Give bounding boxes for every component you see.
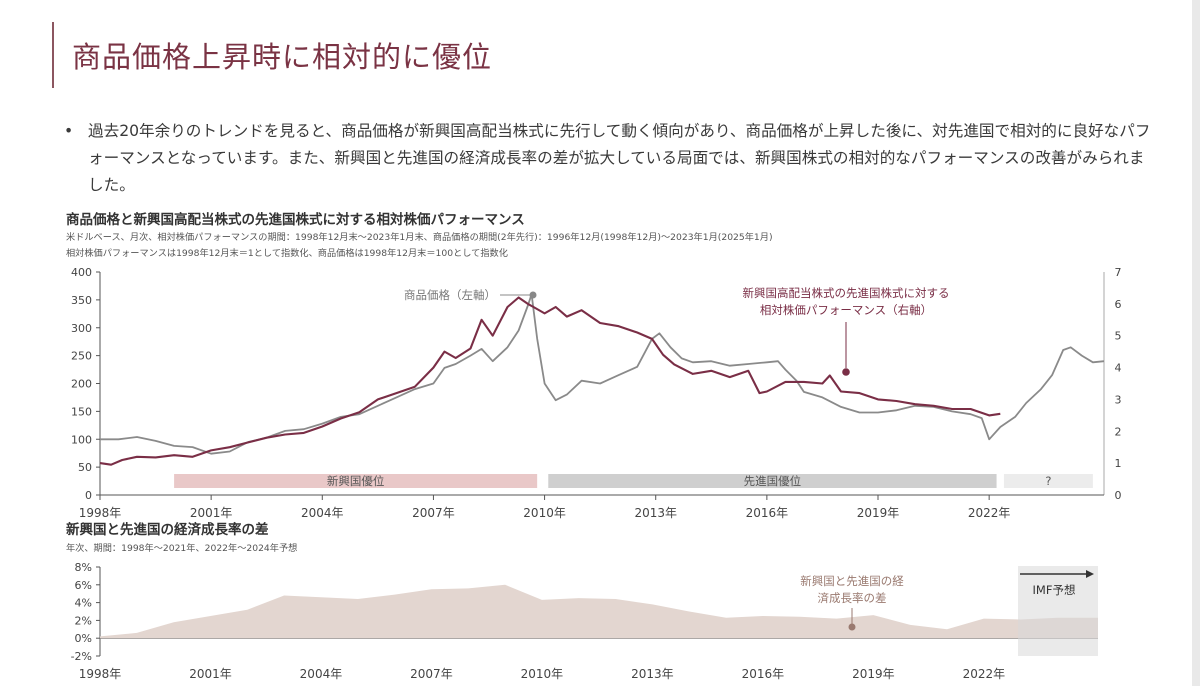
chart1-x-tick-label: 2013年 (634, 506, 677, 520)
period-band (548, 474, 997, 488)
chart1-series (99, 293, 1105, 466)
chart2-x-tick-label: 2016年 (742, 667, 785, 681)
period-band-label: 先進国優位 (744, 474, 802, 488)
chart2-y-tick-label: 0% (75, 632, 92, 645)
forecast-arrow-head (1086, 570, 1094, 578)
bullet-marker: • (64, 122, 74, 140)
chart2-x-tick-label: 1998年 (79, 667, 122, 681)
chart1-title: 商品価格と新興国高配当株式の先進国株式に対する相対株価パフォーマンス (66, 211, 525, 228)
period-band (1003, 474, 1093, 488)
relative-annotation-line1: 新興国高配当株式の先進国株式に対する (743, 286, 950, 300)
chart2-x-tick-label: 2010年 (521, 667, 564, 681)
bullet-paragraph: • 過去20年余りのトレンドを見ると、商品価格が新興国高配当株式に先行して動く傾… (64, 118, 1154, 199)
chart1-period-bands: 新興国優位 先進国優位? (174, 474, 1093, 488)
chart2-x-tick-label: 2001年 (189, 667, 232, 681)
chart1-left-tick-label: 250 (71, 350, 92, 363)
gdp-annotation-line2: 済成長率の差 (818, 591, 887, 605)
window-scroll-edge (1192, 0, 1200, 686)
chart2-area (100, 584, 1098, 639)
chart2-x-tick-label: 2004年 (300, 667, 343, 681)
chart1-x-tick-label: 2004年 (301, 506, 344, 520)
chart1-x-tick-label: 2022年 (968, 506, 1011, 520)
chart1-x-tick-label: 2007年 (412, 506, 455, 520)
chart1-x-tick-label: 2010年 (523, 506, 566, 520)
chart2-y-tick-label: 2% (75, 614, 92, 627)
series-line-relative (99, 296, 1001, 466)
bullet-text: 過去20年余りのトレンドを見ると、商品価格が新興国高配当株式に先行して動く傾向が… (88, 122, 1151, 194)
chart2-x-tick-label: 2022年 (963, 667, 1006, 681)
forecast-shade (1018, 566, 1098, 656)
chart2-y-tick-label: 8% (75, 561, 92, 574)
period-band-label: ? (1045, 474, 1051, 488)
commodity-marker (529, 291, 537, 299)
chart1-subtitle-2: 相対株価パフォーマンスは1998年12月末＝1として指数化、商品価格は1998年… (66, 247, 508, 259)
chart1-left-tick-label: 400 (71, 266, 92, 279)
chart1-left-tick-label: 150 (71, 405, 92, 418)
chart1-x-tick-label: 2016年 (746, 506, 789, 520)
gdp-marker (848, 623, 856, 631)
chart1-right-tick-label: 2 (1115, 425, 1122, 438)
chart2-x-tick-label: 2007年 (410, 667, 453, 681)
chart1-left-tick-label: 350 (71, 294, 92, 307)
chart1-right-tick-label: 4 (1115, 362, 1122, 375)
series-line-commodity (100, 293, 1105, 455)
chart2-y-tick-label: 4% (75, 597, 92, 610)
chart2-x-tick-label: 2013年 (631, 667, 674, 681)
forecast-label: IMF予想 (1033, 583, 1076, 597)
chart1-x-tick-label: 1998年 (79, 506, 122, 520)
period-band-label: 新興国優位 (327, 474, 385, 488)
chart1-right-tick-label: 7 (1115, 266, 1122, 279)
chart1-left-tick-label: 300 (71, 322, 92, 335)
chart1-x-tick-label: 2001年 (190, 506, 233, 520)
relative-annotation-line2: 相対株価パフォーマンス（右軸） (760, 303, 932, 317)
page-title: 商品価格上昇時に相対的に優位 (72, 40, 493, 74)
chart1-left-tick-label: 0 (85, 489, 92, 502)
chart2-x-tick-label: 2019年 (852, 667, 895, 681)
chart1-right-tick-label: 5 (1115, 330, 1122, 343)
gdp-annotation-line1: 新興国と先進国の経 (800, 574, 904, 588)
chart1-axes: 0 50 100 150 200 250 300 350 400 0 1 2 3 4 5 6 7 1998年 200… (71, 266, 1122, 520)
chart1-left-tick-label: 200 (71, 378, 92, 391)
chart2-y-tick-label: 6% (75, 579, 92, 592)
chart2-subtitle: 年次、期間：1998年～2021年、2022年～2024年予想 (66, 542, 297, 554)
chart2-y-tick-label: -2% (71, 650, 92, 663)
title-accent-rule (52, 22, 54, 88)
chart1-right-tick-label: 6 (1115, 298, 1122, 311)
chart1-left-tick-label: 100 (71, 433, 92, 446)
chart1-right-tick-label: 3 (1115, 393, 1122, 406)
period-band (174, 474, 538, 488)
relative-marker (842, 368, 850, 376)
chart1-x-tick-label: 2019年 (857, 506, 900, 520)
commodity-annotation: 商品価格（左軸） (404, 288, 496, 302)
chart1-right-tick-label: 0 (1115, 489, 1122, 502)
chart1-right-tick-label: 1 (1115, 457, 1122, 470)
gdp-growth-diff-area (100, 584, 1098, 639)
chart1-left-tick-label: 50 (78, 461, 92, 474)
chart2-title: 新興国と先進国の経済成長率の差 (66, 521, 269, 538)
chart1-subtitle-1: 米ドルベース、月次、相対株価パフォーマンスの期間：1998年12月末～2023年… (66, 231, 773, 243)
